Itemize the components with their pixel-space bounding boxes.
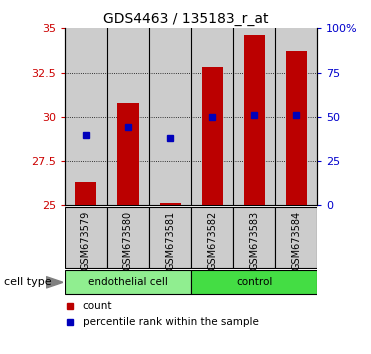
Text: GSM673579: GSM673579 bbox=[81, 210, 91, 270]
Text: GSM673581: GSM673581 bbox=[165, 210, 175, 269]
Text: cell type: cell type bbox=[4, 277, 51, 287]
Text: GSM673580: GSM673580 bbox=[123, 210, 133, 269]
Bar bbox=[75, 182, 96, 205]
Bar bbox=[244, 35, 265, 205]
FancyBboxPatch shape bbox=[107, 207, 149, 268]
Polygon shape bbox=[46, 277, 63, 288]
Bar bbox=[275, 28, 317, 205]
Bar bbox=[149, 28, 191, 205]
Bar bbox=[160, 202, 181, 205]
Text: endothelial cell: endothelial cell bbox=[88, 277, 168, 287]
FancyBboxPatch shape bbox=[65, 270, 191, 294]
Text: GDS4463 / 135183_r_at: GDS4463 / 135183_r_at bbox=[103, 12, 268, 27]
FancyBboxPatch shape bbox=[149, 207, 191, 268]
FancyBboxPatch shape bbox=[275, 207, 317, 268]
Text: GSM673583: GSM673583 bbox=[249, 210, 259, 269]
FancyBboxPatch shape bbox=[191, 270, 317, 294]
Bar bbox=[201, 67, 223, 205]
FancyBboxPatch shape bbox=[233, 207, 275, 268]
Bar bbox=[191, 28, 233, 205]
Text: GSM673582: GSM673582 bbox=[207, 210, 217, 270]
FancyBboxPatch shape bbox=[191, 207, 233, 268]
FancyBboxPatch shape bbox=[65, 207, 107, 268]
Bar bbox=[286, 51, 307, 205]
Bar bbox=[233, 28, 275, 205]
Text: GSM673584: GSM673584 bbox=[291, 210, 301, 269]
Bar bbox=[65, 28, 107, 205]
Text: percentile rank within the sample: percentile rank within the sample bbox=[83, 317, 259, 327]
Text: count: count bbox=[83, 301, 112, 310]
Bar bbox=[107, 28, 149, 205]
Bar bbox=[118, 103, 138, 205]
Text: control: control bbox=[236, 277, 272, 287]
